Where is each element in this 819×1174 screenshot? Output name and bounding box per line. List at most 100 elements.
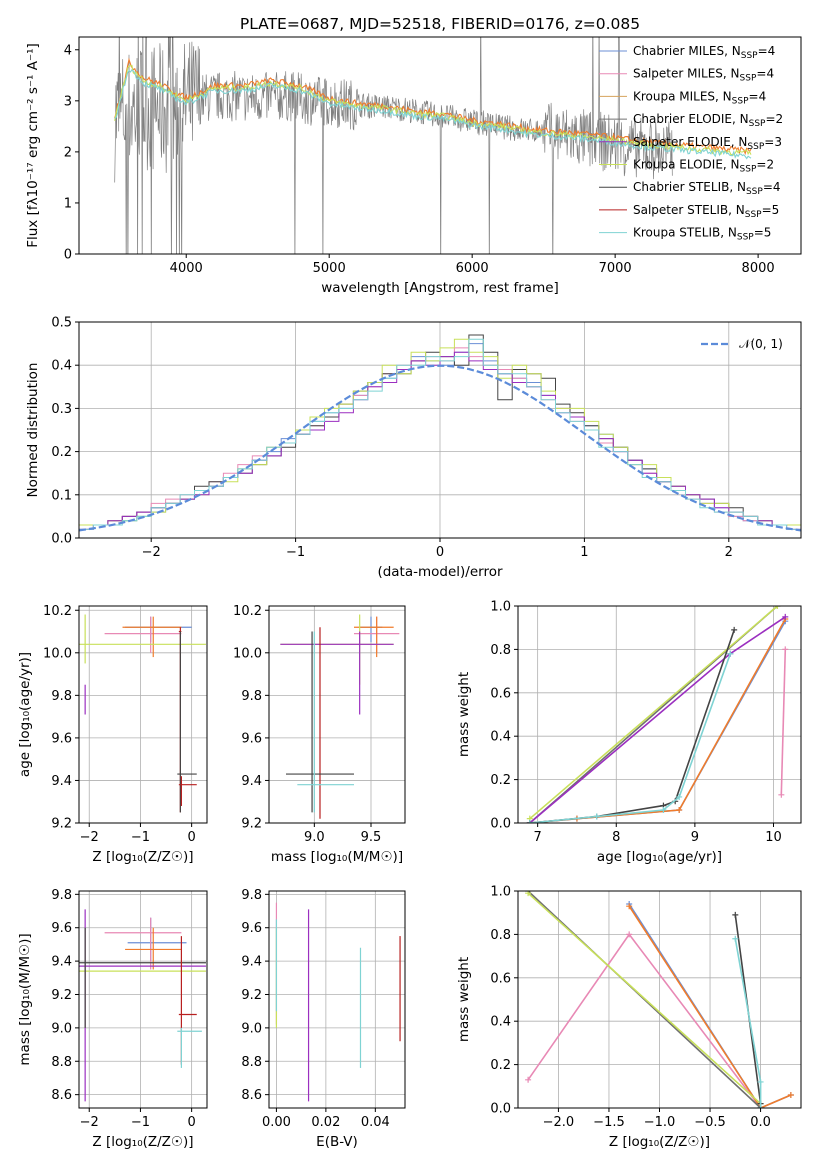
x-tick-label: 9 <box>691 830 699 845</box>
x-tick-label: −2 <box>80 830 99 845</box>
y-tick-label: 2 <box>64 145 72 160</box>
y-tick-label: 9.8 <box>241 689 262 704</box>
panel-mass-vs-Z: −2 −1 0 8.6 8.8 9.0 9.2 9.4 9.6 9.8 Z [log₁₀(Z/Z☉)… <box>17 888 208 1150</box>
y-tick-label: 0.2 <box>490 773 511 788</box>
gridlines <box>518 890 801 1109</box>
weight-line <box>734 938 762 1108</box>
gridlines <box>79 891 207 1108</box>
panel-mass-weight-vs-age: 7 8 9 10 0.0 0.2 0.4 0.6 0.8 1.0 age [log₁₀(age/yr… <box>456 600 802 865</box>
plus-marker <box>782 613 789 620</box>
y-tick-label: 0.5 <box>51 316 72 331</box>
x-tick-label: 8000 <box>742 261 775 276</box>
y-tick-label: 9.6 <box>241 921 262 936</box>
plot-area <box>79 614 206 813</box>
legend-entry: Salpeter STELIB, NSSP=5 <box>633 203 779 220</box>
x-tick-label: 0 <box>187 1115 195 1130</box>
plot-area <box>526 606 789 823</box>
plus-marker <box>525 1076 532 1083</box>
x-tick-label: −2 <box>142 545 161 560</box>
y-tick-label: 9.0 <box>51 1021 72 1036</box>
x-axis-label: wavelength [Angstrom, rest frame] <box>321 280 559 296</box>
plus-marker <box>626 931 633 938</box>
y-tick-label: 1.0 <box>490 885 511 900</box>
y-tick-label: 4 <box>64 43 72 58</box>
y-tick-label: 1.0 <box>490 600 511 615</box>
gridlines <box>269 606 405 824</box>
x-tick-label: −1 <box>131 830 150 845</box>
plus-marker <box>727 650 734 657</box>
y-tick-label: 9.2 <box>51 817 72 832</box>
histogram-step-line <box>79 338 801 530</box>
y-tick-label: 0 <box>64 248 72 263</box>
axes-frame <box>517 605 802 824</box>
panel-mass-weight-vs-Z: −2.0 −1.5 −1.0 −0.5 0.0 0.0 0.2 0.4 0.6 0.8 1.0 Z [… <box>456 885 802 1150</box>
x-axis-label: Z [log₁₀(Z/Z☉)] <box>609 1134 710 1150</box>
legend-entry: Kroupa MILES, NSSP=4 <box>633 89 766 106</box>
x-tick-label: 0.02 <box>311 1115 340 1130</box>
plus-marker <box>660 806 667 813</box>
spectrum-model-line <box>114 64 752 156</box>
plus-marker <box>526 820 533 823</box>
y-tick-label: 0.6 <box>490 686 511 701</box>
y-tick-label: 8.6 <box>241 1088 262 1103</box>
x-tick-label: 6000 <box>456 261 489 276</box>
y-axis-label: Flux [fλ10⁻¹⁷ erg cm⁻² s⁻¹ A⁻¹] <box>25 43 41 248</box>
y-axis-label: mass weight <box>456 672 472 757</box>
x-tick-label: 9.0 <box>304 830 325 845</box>
y-tick-label: 0.0 <box>51 532 72 547</box>
plus-marker <box>774 606 781 609</box>
x-tick-label: −1 <box>131 1115 150 1130</box>
x-axis-label: mass [log₁₀(M/M☉)] <box>271 849 403 865</box>
weight-line <box>527 892 762 1105</box>
y-tick-label: 10.0 <box>43 646 72 661</box>
y-tick-label: 10.2 <box>233 604 262 619</box>
x-tick-label: 10 <box>765 830 782 845</box>
x-tick-label: 0 <box>436 545 444 560</box>
plus-marker <box>676 806 683 813</box>
y-tick-label: 9.2 <box>241 817 262 832</box>
normal-curve <box>79 364 801 532</box>
legend-entry: Chabrier ELODIE, NSSP=2 <box>633 112 783 129</box>
y-tick-label: 0.1 <box>51 488 72 503</box>
x-axis-label: (data-model)/error <box>377 564 503 580</box>
x-axis-label: Z [log₁₀(Z/Z☉)] <box>92 1134 193 1150</box>
y-tick-label: 9.2 <box>51 988 72 1003</box>
gridlines <box>269 891 405 1108</box>
plus-marker <box>757 1078 764 1085</box>
y-tick-label: 0.2 <box>51 445 72 460</box>
y-tick-label: 9.8 <box>241 888 262 903</box>
plus-marker <box>778 791 785 798</box>
axes-frame <box>268 890 406 1109</box>
y-tick-label: 0.6 <box>490 971 511 986</box>
x-tick-label: 0 <box>187 830 195 845</box>
plus-marker <box>782 646 789 653</box>
x-axis-label: E(B-V) <box>316 1134 358 1150</box>
weight-line <box>780 649 787 795</box>
axes-frame <box>78 890 208 1109</box>
plot-area <box>114 37 752 254</box>
x-tick-label: 2 <box>725 545 733 560</box>
axes-frame <box>78 605 208 824</box>
legend-entry: Salpeter MILES, NSSP=4 <box>633 67 774 84</box>
panel-mass-vs-EBV: 0.00 0.02 0.04 8.6 8.8 9.0 9.2 9.4 9.6 9.8 E(B-V) <box>241 888 406 1150</box>
gridlines <box>79 606 207 824</box>
y-tick-label: 8.6 <box>51 1088 72 1103</box>
y-tick-label: 9.8 <box>51 888 72 903</box>
plot-area <box>275 902 401 1102</box>
weight-line <box>529 616 786 823</box>
plot-area <box>79 909 206 1102</box>
legend: 𝒩(0, 1) <box>701 337 783 351</box>
weight-line <box>628 905 792 1108</box>
x-tick-label: −1.0 <box>644 1115 676 1130</box>
y-axis-label: age [log₁₀(age/yr)] <box>17 652 33 777</box>
plus-marker <box>732 911 739 918</box>
axes-frame <box>78 36 802 255</box>
y-tick-label: 8.8 <box>241 1055 262 1070</box>
x-tick-label: −0.5 <box>694 1115 726 1130</box>
y-tick-label: 10.0 <box>233 646 262 661</box>
y-tick-label: 0.2 <box>490 1058 511 1073</box>
plot-area <box>525 891 794 1108</box>
y-tick-label: 9.6 <box>51 921 72 936</box>
plus-marker <box>732 935 739 942</box>
